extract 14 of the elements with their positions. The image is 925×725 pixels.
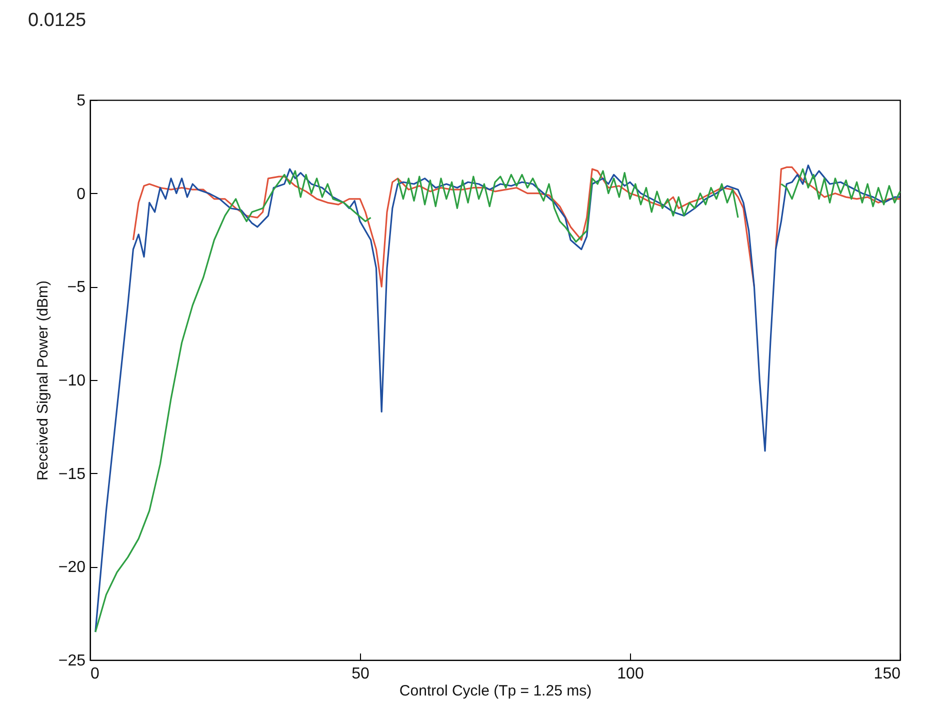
x-axis-title: Control Cycle (Tp = 1.25 ms) [399, 682, 592, 700]
y-tick-label: −10 [58, 372, 86, 390]
x-tick-label: 150 [874, 666, 901, 682]
y-tick-label: −25 [58, 652, 86, 670]
y-tick-label: −15 [58, 466, 86, 483]
y-tick-label: 5 [76, 92, 86, 110]
y-axis-title: Received Signal Power (dBm) [34, 280, 52, 481]
x-tick-label: 50 [352, 666, 370, 682]
x-tick-label: 0 [90, 666, 100, 682]
y-tick-label: 0 [76, 186, 86, 203]
y-tick-label: −5 [67, 279, 86, 296]
text: 0.0125 [28, 10, 86, 32]
x-tick-label: 100 [617, 666, 644, 682]
y-tick-label: −20 [58, 559, 86, 576]
